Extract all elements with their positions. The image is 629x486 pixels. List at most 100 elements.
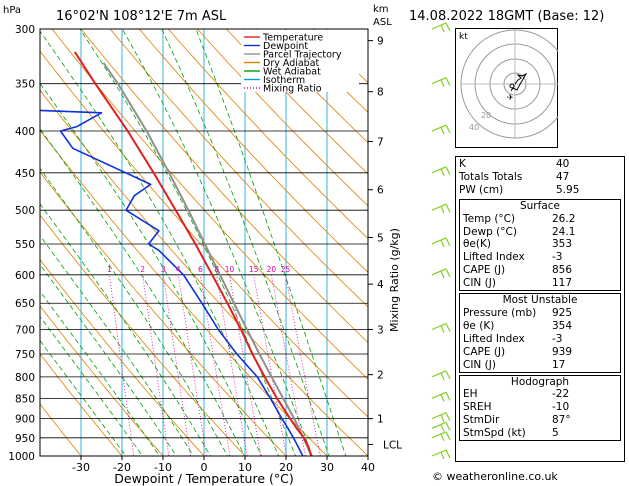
mixing-ratio-label: 8 xyxy=(214,265,219,274)
mixing-ratio-line xyxy=(253,274,287,456)
legend-label: Dry Adiabat xyxy=(263,58,320,69)
most-unstable-label: CAPE (J) xyxy=(463,345,506,358)
dry-adiabat-line xyxy=(167,29,368,240)
surface-row: θe(K) 353 xyxy=(460,238,620,251)
wind-barb-staff xyxy=(431,22,447,30)
mixing-ratio-line xyxy=(177,274,207,456)
storm-motion-marker xyxy=(509,83,515,89)
hodograph-value: -10 xyxy=(552,401,570,414)
surface-label: CAPE (J) xyxy=(463,264,506,277)
index-value-k: 40 xyxy=(556,158,570,170)
wind-barb-feather xyxy=(445,392,451,401)
wet-adiabat-line xyxy=(40,234,194,456)
wet-adiabat-line xyxy=(40,263,177,456)
temperature-line xyxy=(73,51,313,456)
surface-label: Lifted Index xyxy=(463,251,525,264)
wind-barb-staff xyxy=(431,166,447,174)
surface-row: CAPE (J) 856 xyxy=(460,264,620,277)
wet-adiabat-line xyxy=(121,29,313,456)
mixing-ratio-line xyxy=(142,274,170,456)
wind-barb-feather xyxy=(440,394,445,402)
dry-adiabat-line xyxy=(254,29,368,144)
index-label-k: K xyxy=(459,158,466,170)
hodograph-row: StmDir 87° xyxy=(460,414,620,427)
wind-barb-staff xyxy=(431,237,447,245)
wind-barb-feather xyxy=(440,205,445,214)
legend-label: Mixing Ratio xyxy=(263,84,322,95)
wind-barb-feather xyxy=(440,126,445,135)
legend-label: Temperature xyxy=(262,33,323,44)
mixing-ratio-label: 6 xyxy=(198,265,203,274)
wind-barb-feather xyxy=(445,22,451,32)
dry-adiabat-line xyxy=(40,353,123,456)
temperature-tick-label: 40 xyxy=(361,461,375,474)
wind-barb-feather xyxy=(445,370,451,380)
parcel-trajectory-line xyxy=(102,62,313,456)
pressure-tick-label: 800 xyxy=(15,372,35,384)
mixing-ratio-label: 2 xyxy=(140,265,145,274)
legend-label: Isotherm xyxy=(263,75,305,86)
hodograph-trace xyxy=(510,72,528,92)
most-unstable-label: Lifted Index xyxy=(463,332,525,345)
surface-row: Temp (°C) 26.2 xyxy=(460,213,620,226)
sounding-series xyxy=(40,51,313,456)
km-tick-label: 4 xyxy=(377,279,384,291)
km-tick-label: 1 xyxy=(377,414,384,426)
hodograph-label: SREH xyxy=(463,401,492,414)
hodograph-ring-label: 40 xyxy=(469,123,479,132)
surface-row: Dewp (°C) 24.1 xyxy=(460,226,620,239)
wind-barb-feather xyxy=(440,414,445,422)
hodograph-storm-symbol: ✈ xyxy=(507,93,514,102)
wind-barb-feather xyxy=(440,79,445,87)
hodograph-box: Hodograph EH -22 SREH -10 StmDir 87° StmSpd (k… xyxy=(459,374,621,442)
wind-barb-feather xyxy=(445,77,451,86)
mixing-ratio-line xyxy=(271,274,306,456)
wind-barb-feather xyxy=(445,449,451,459)
km-tick-label: 8 xyxy=(377,87,384,99)
wind-barb-staff xyxy=(431,124,447,132)
index-label-tt: Totals Totals xyxy=(459,170,523,183)
km-tick-label: 5 xyxy=(377,232,384,244)
wind-barb-feather xyxy=(445,166,451,176)
dry-adiabat-line xyxy=(138,29,368,273)
wind-barb-feather xyxy=(440,424,445,432)
most-unstable-box: Most Unstable Pressure (mb) 925 θe (K) 354 L… xyxy=(459,293,621,373)
most-unstable-row: CAPE (J) 939 xyxy=(460,346,620,359)
surface-row: Lifted Index -3 xyxy=(460,251,620,264)
km-tick-label: LCL xyxy=(383,439,402,451)
most-unstable-label: Pressure (mb) xyxy=(463,306,537,319)
hodograph-value: 5 xyxy=(552,427,559,440)
x-axis-label: Dewpoint / Temperature (°C) xyxy=(114,471,293,486)
wind-barb-feather xyxy=(440,325,445,333)
wet-adiabat-line xyxy=(40,339,127,456)
wind-barb-feather xyxy=(440,24,445,33)
temperature-tick-label: 10 xyxy=(238,461,252,474)
legend-label: Parcel Trajectory xyxy=(263,50,342,61)
surface-value: 353 xyxy=(552,238,573,251)
pressure-tick-label: 400 xyxy=(15,126,35,138)
temperature-tick-label: 0 xyxy=(201,461,208,474)
most-unstable-label: CIN (J) xyxy=(463,358,496,371)
most-unstable-label: θe (K) xyxy=(463,319,495,332)
most-unstable-value: 354 xyxy=(552,319,573,332)
hodograph-title: Hodograph xyxy=(510,375,570,388)
wind-barb-staff xyxy=(431,421,447,429)
pressure-tick-label: 1000 xyxy=(8,451,35,463)
y-unit-left: hPa xyxy=(3,5,21,16)
hodograph-value: 87° xyxy=(552,414,571,427)
wind-barb-feather xyxy=(440,168,445,177)
surface-box: Surface Temp (°C) 26.2 Dewp (°C) 24.1 θe(K) 3… xyxy=(459,198,621,292)
dry-adiabat-line xyxy=(225,29,368,175)
temperature-tick-label: -10 xyxy=(154,461,172,474)
mixing-ratio-label: 1 xyxy=(107,265,112,274)
surface-label: CIN (J) xyxy=(463,277,496,290)
mixing-ratio-line xyxy=(229,274,262,456)
pressure-tick-label: 700 xyxy=(15,325,35,337)
wind-barb-feather xyxy=(440,372,445,381)
wind-barb-feather xyxy=(445,431,451,441)
temperature-tick-label: 20 xyxy=(279,461,293,474)
mixing-ratio-label: 10 xyxy=(225,265,235,274)
wind-barb-staff xyxy=(431,412,447,420)
